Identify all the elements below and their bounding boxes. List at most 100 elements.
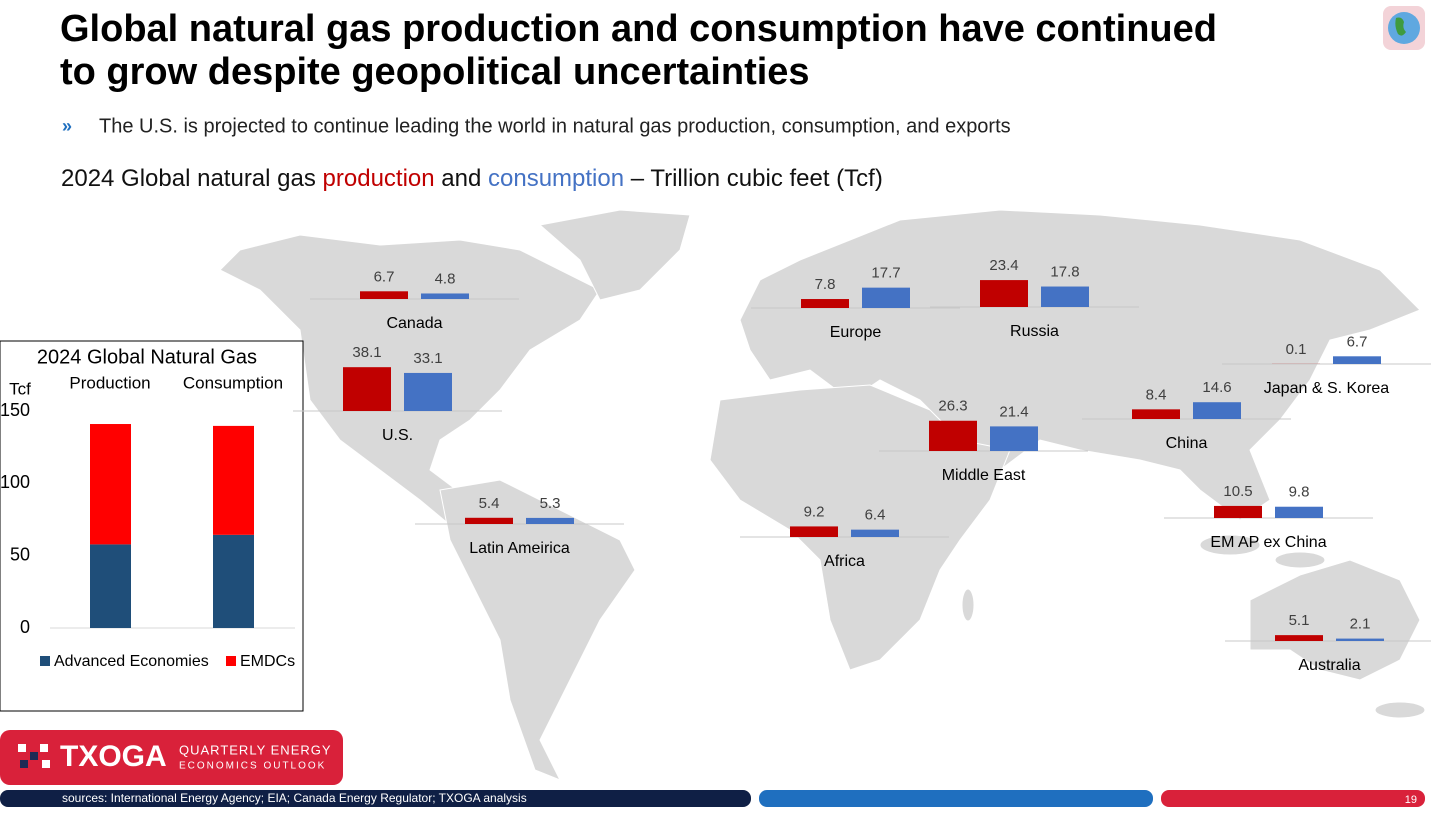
value-label: 6.4 (865, 507, 886, 524)
footer-bar (759, 790, 1153, 807)
bar (1193, 402, 1241, 419)
logo: TXOGA QUARTERLY ENERGY ECONOMICS OUTLOOK (0, 730, 343, 785)
bar (465, 517, 513, 524)
region-label: Europe (830, 324, 882, 341)
region-label: Australia (1298, 657, 1360, 674)
value-label: 8.4 (1146, 386, 1167, 403)
region-label: Canada (386, 315, 442, 332)
africa (709, 384, 1011, 671)
value-label: 2.1 (1350, 616, 1371, 633)
value-label: 21.4 (999, 403, 1028, 420)
island (961, 588, 975, 622)
y-axis-label: Tcf (9, 379, 31, 398)
bar (526, 517, 574, 524)
value-label: 5.3 (540, 495, 561, 512)
region-label: Latin Ameirica (469, 540, 570, 557)
bar (421, 293, 469, 299)
category-label: Production (69, 373, 150, 392)
y-tick-label: 50 (10, 544, 30, 564)
footer-bar (0, 790, 751, 807)
region-label: Middle East (942, 467, 1026, 484)
inset-title: 2024 Global Natural Gas (37, 346, 257, 368)
value-label: 4.8 (435, 270, 456, 287)
bar (343, 367, 391, 411)
bar (990, 426, 1038, 451)
sources: sources: International Energy Agency; EI… (62, 791, 527, 805)
title-part: and (441, 165, 481, 192)
region-label: EM AP ex China (1210, 534, 1326, 551)
bar-segment (213, 534, 254, 628)
bar (862, 287, 910, 308)
title-line: Global natural gas production and consum… (60, 8, 1217, 50)
legend-swatch (40, 656, 50, 666)
page-number: 19 (1405, 794, 1417, 806)
australia (1249, 559, 1421, 681)
logo-name: TXOGA (60, 740, 167, 773)
bar (1275, 635, 1323, 641)
bar (360, 291, 408, 299)
island (1374, 701, 1426, 719)
logo-line: ECONOMICS OUTLOOK (179, 761, 326, 772)
value-label: 0.1 (1286, 341, 1307, 358)
legend-swatch (226, 656, 236, 666)
bar (929, 420, 977, 451)
footer-bar (1161, 790, 1425, 807)
bar (801, 299, 849, 308)
value-label: 6.7 (374, 268, 395, 285)
title-part: – Trillion cubic feet (Tcf) (631, 165, 883, 192)
bar (1132, 409, 1180, 419)
bar-segment (90, 424, 131, 545)
bar (404, 372, 452, 411)
value-label: 5.1 (1289, 612, 1310, 629)
value-label: 9.8 (1289, 484, 1310, 501)
region-label: China (1166, 435, 1208, 452)
island (1199, 534, 1261, 556)
value-label: 38.1 (352, 344, 381, 361)
bar (851, 529, 899, 537)
greenland (538, 209, 691, 301)
logo-line: QUARTERLY ENERGY (179, 742, 332, 757)
y-tick-label: 150 (0, 400, 30, 420)
island (1274, 551, 1326, 569)
value-label: 14.6 (1202, 379, 1231, 396)
value-label: 6.7 (1347, 333, 1368, 350)
south-america (439, 479, 636, 781)
bar (980, 280, 1028, 307)
value-label: 10.5 (1223, 483, 1252, 500)
bullet-icon: » (62, 116, 72, 136)
title-part: production (323, 165, 435, 192)
region-label: Africa (824, 553, 865, 570)
y-tick-label: 0 (20, 617, 30, 637)
y-tick-label: 100 (0, 472, 30, 492)
region-label: Japan & S. Korea (1264, 380, 1390, 397)
value-label: 17.7 (871, 265, 900, 282)
value-label: 7.8 (815, 276, 836, 293)
globe-icon (1383, 6, 1425, 50)
bar (1214, 505, 1262, 518)
bar (790, 526, 838, 537)
value-label: 9.2 (804, 503, 825, 520)
title-part: 2024 Global natural gas (61, 165, 316, 192)
bar (1275, 506, 1323, 518)
value-label: 26.3 (938, 398, 967, 415)
bar (1041, 286, 1089, 307)
bar (1333, 356, 1381, 364)
value-label: 33.1 (413, 350, 442, 367)
value-label: 17.8 (1050, 263, 1079, 280)
legend-label: Advanced Economies (54, 653, 209, 670)
value-label: 23.4 (989, 257, 1018, 274)
legend-label: EMDCs (240, 653, 295, 670)
region-label: Russia (1010, 323, 1059, 340)
bar (1336, 638, 1384, 641)
value-label: 5.4 (479, 495, 500, 512)
eurasia (739, 209, 1421, 521)
region-label: U.S. (382, 427, 413, 444)
category-label: Consumption (183, 373, 283, 392)
title-line: to grow despite geopolitical uncertainti… (60, 51, 810, 93)
map-title: 2024 Global natural gas production and c… (61, 165, 883, 192)
title-part: consumption (488, 165, 624, 192)
bullet-text: The U.S. is projected to continue leadin… (99, 115, 1011, 137)
bar-segment (213, 425, 254, 535)
bar-segment (90, 544, 131, 628)
